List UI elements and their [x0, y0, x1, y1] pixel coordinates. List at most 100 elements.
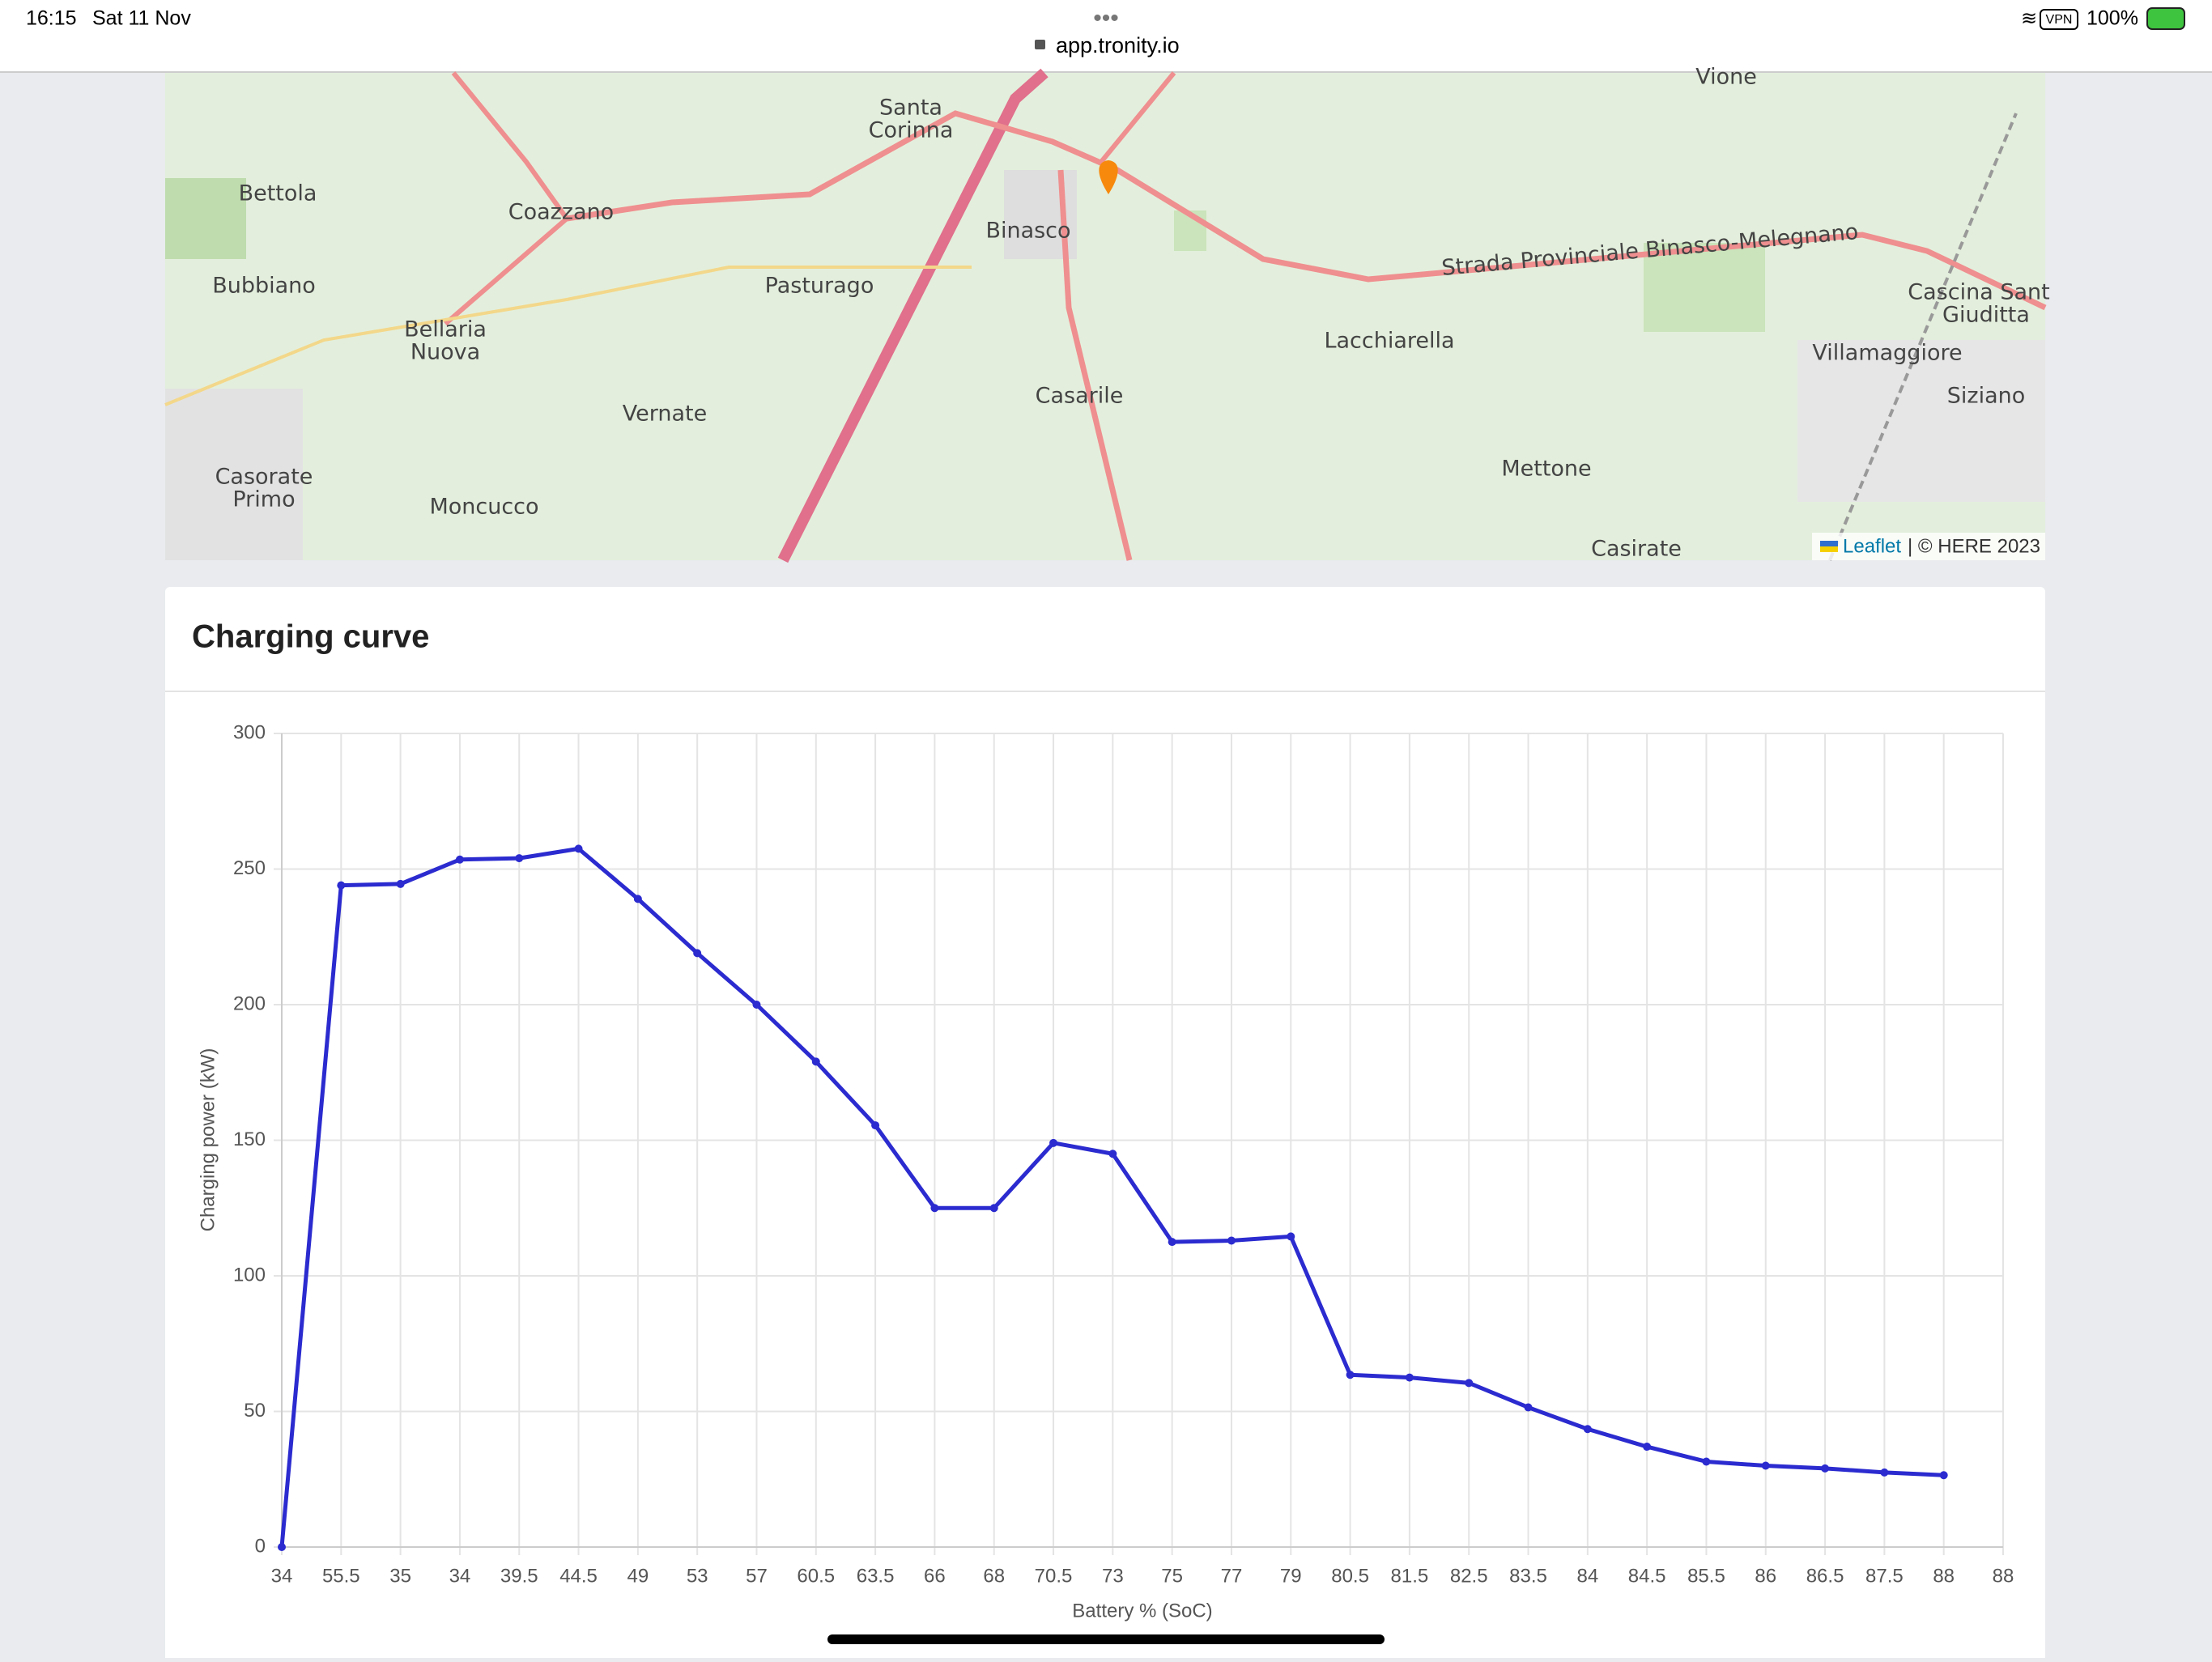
- x-tick-label: 85.5: [1687, 1565, 1725, 1587]
- x-tick-label: 84: [1576, 1565, 1598, 1587]
- point: [455, 855, 464, 864]
- point: [1702, 1457, 1711, 1466]
- place: Vione: [1695, 65, 1757, 90]
- point: [1643, 1443, 1652, 1452]
- point: [1465, 1379, 1474, 1388]
- place: Bettola: [239, 181, 317, 206]
- point: [1405, 1373, 1414, 1382]
- place: Casirate: [1591, 537, 1682, 562]
- x-tick-label: 68: [983, 1565, 1005, 1587]
- place: Siziano: [1947, 384, 2026, 409]
- x-tick-label: 79: [1280, 1565, 1302, 1587]
- point: [1761, 1461, 1770, 1470]
- plot: 34 55.5 35 34 39.5 44.5 49 53 57 60.5 63.5 66 68 70.5…: [233, 721, 2014, 1587]
- vpn-box: [2040, 9, 2078, 30]
- chart-title: Charging curve: [192, 619, 429, 655]
- point: [1583, 1425, 1592, 1434]
- card: [165, 587, 2045, 1662]
- point: [337, 881, 346, 890]
- attribution: | © HERE 2023: [1908, 535, 2040, 557]
- place: Binasco: [985, 219, 1070, 244]
- x-tick-label: 34: [271, 1565, 293, 1587]
- time: 16:15: [26, 7, 77, 30]
- x-tick-label: 44.5: [559, 1565, 598, 1587]
- place: Primo: [232, 487, 295, 512]
- battery-icon: [2146, 7, 2185, 30]
- x-tick-label: 84.5: [1628, 1565, 1666, 1587]
- x-tick-label: 39.5: [500, 1565, 538, 1587]
- place: Casorate: [215, 465, 313, 490]
- more-dots[interactable]: •••: [1093, 5, 1119, 32]
- point: [278, 1543, 286, 1551]
- point: [1049, 1138, 1058, 1147]
- date: Sat 11 Nov: [92, 7, 191, 30]
- point: [1168, 1238, 1176, 1247]
- x-tick-label: 86.5: [1806, 1565, 1844, 1587]
- leaflet-link[interactable]: Leaflet: [1843, 535, 1901, 557]
- road: [444, 71, 571, 326]
- vpn: VPN: [2046, 13, 2073, 27]
- x-tick-label: 34: [449, 1565, 471, 1587]
- place: Nuova: [410, 340, 480, 365]
- url[interactable]: app.tronity.io: [1056, 33, 1180, 57]
- park: [165, 178, 246, 259]
- attribution-bg: [1812, 533, 2045, 560]
- y-axis-label: Charging power (kW): [197, 1048, 219, 1232]
- lock-icon: [1035, 40, 1045, 49]
- point: [1821, 1464, 1830, 1473]
- place: Mettone: [1501, 457, 1591, 482]
- point: [752, 1001, 761, 1009]
- x-tick-label: 77: [1221, 1565, 1243, 1587]
- wifi: ≋: [2021, 7, 2037, 29]
- point: [515, 854, 524, 863]
- y-tick-label: 50: [244, 1400, 266, 1422]
- x-tick-label: 88: [1933, 1565, 1955, 1587]
- x-tick-label: 63.5: [857, 1565, 895, 1587]
- place: Coazzano: [508, 200, 614, 225]
- place: Casarile: [1036, 384, 1124, 409]
- place: Corinna: [869, 118, 954, 143]
- place: Pasturago: [765, 274, 874, 299]
- x-tick-label: 73: [1102, 1565, 1124, 1587]
- status-bar: [0, 0, 2212, 73]
- y-tick-label: 100: [233, 1264, 266, 1286]
- point: [1227, 1236, 1236, 1245]
- flag: [1820, 546, 1838, 552]
- y-tick-label: 150: [233, 1129, 266, 1150]
- place: Moncucco: [429, 495, 538, 520]
- point: [1346, 1371, 1355, 1379]
- x-tick-label: 53: [687, 1565, 708, 1587]
- x-tick-label: 81.5: [1391, 1565, 1429, 1587]
- point: [1108, 1150, 1117, 1158]
- map[interactable]: Bettola Coazzano Bubbiano Bellaria Nuova…: [164, 65, 2050, 563]
- point: [871, 1121, 880, 1130]
- x-tick-label: 86: [1755, 1565, 1776, 1587]
- y-tick-label: 0: [255, 1535, 266, 1557]
- point: [930, 1204, 939, 1213]
- x-tick-label: 57: [746, 1565, 768, 1587]
- x-tick-label: 60.5: [797, 1565, 835, 1587]
- point: [811, 1057, 820, 1066]
- point: [693, 949, 702, 958]
- y-tick-label: 200: [233, 993, 266, 1014]
- place: Villamaggiore: [1812, 341, 1962, 366]
- road: [1057, 169, 1133, 561]
- place: Cascina Sant: [1908, 280, 2049, 305]
- x-tick-label: 66: [924, 1565, 946, 1587]
- point: [1524, 1403, 1533, 1412]
- location-marker[interactable]: [1099, 160, 1118, 194]
- x-tick-label: 87.5: [1865, 1565, 1904, 1587]
- home-indicator: [827, 1634, 1385, 1644]
- x-tick-label: 80.5: [1331, 1565, 1369, 1587]
- point: [989, 1204, 998, 1213]
- place: Santa: [879, 96, 942, 121]
- x-tick-label: 49: [627, 1565, 649, 1587]
- y-tick-label: 250: [233, 857, 266, 879]
- x-tick-label: 83.5: [1509, 1565, 1547, 1587]
- point: [574, 844, 583, 853]
- urban: [165, 389, 303, 560]
- x-tick-label: 70.5: [1035, 1565, 1073, 1587]
- railway: [1828, 113, 2018, 561]
- place: Bubbiano: [212, 274, 316, 299]
